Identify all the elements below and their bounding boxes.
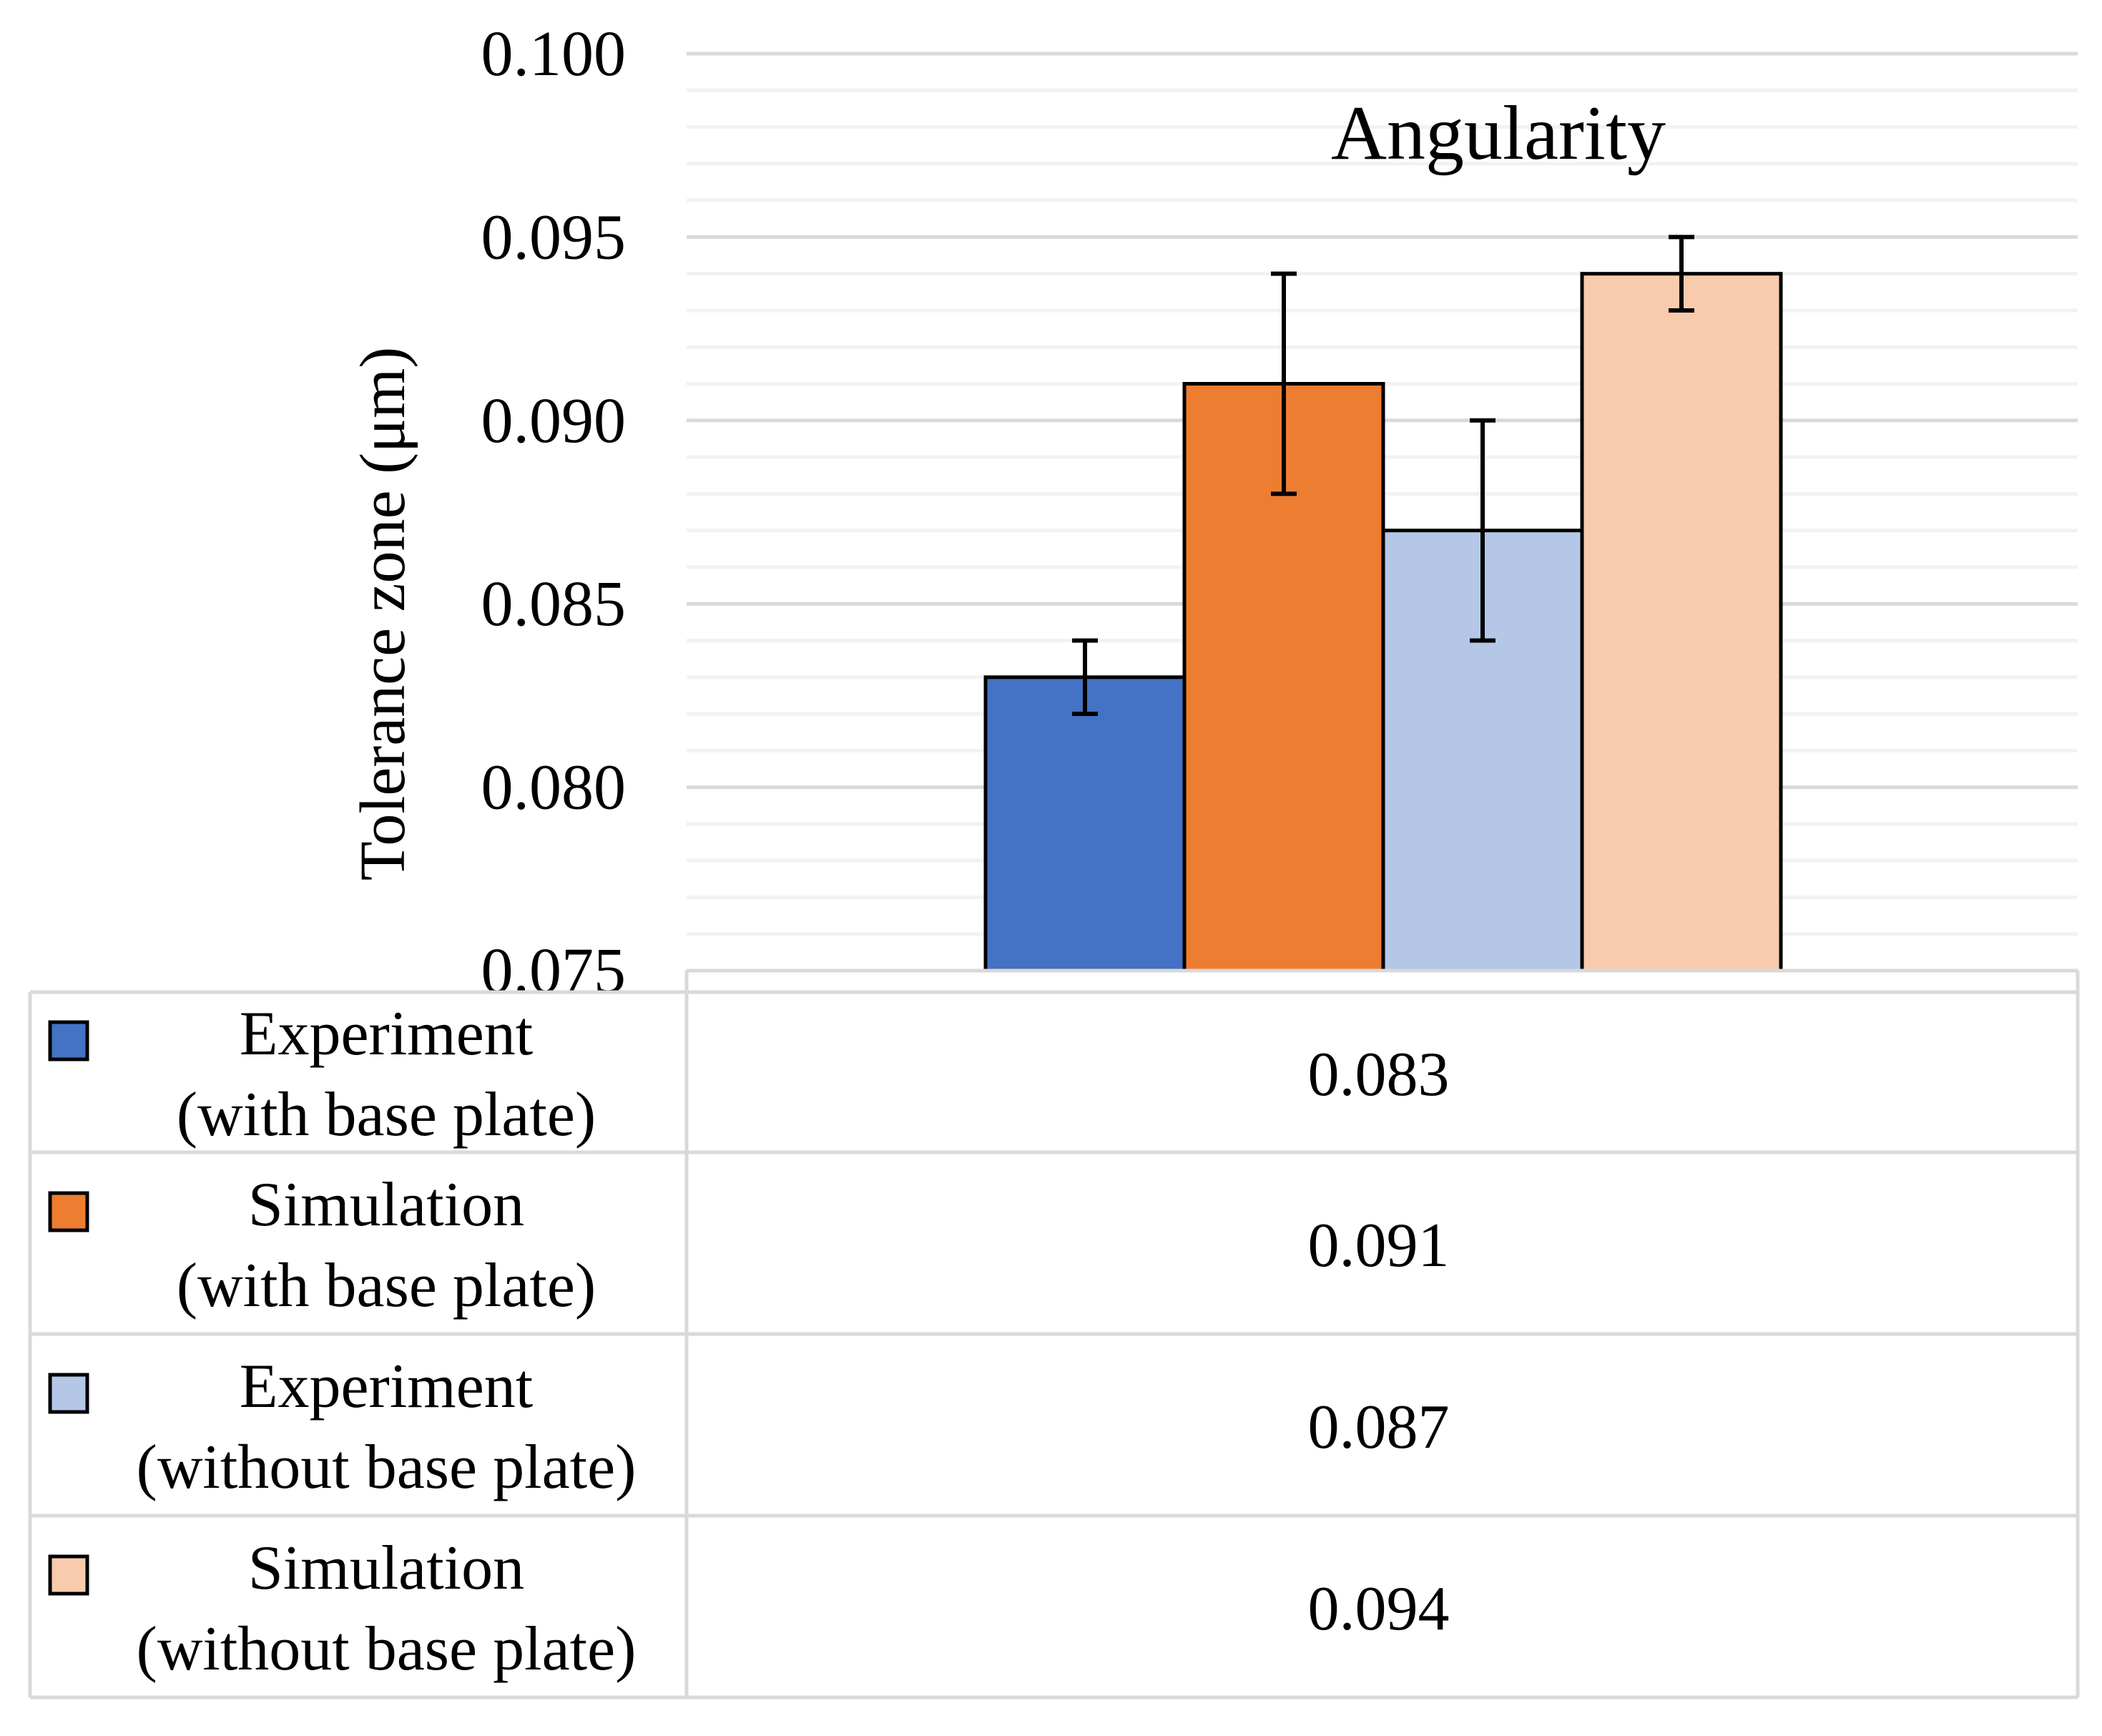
error-bar <box>1669 235 1694 313</box>
series-name-line: (without base plate) <box>137 1433 637 1502</box>
y-tick-label: 0.100 <box>481 19 627 89</box>
series-name-line: (with base plate) <box>177 1251 596 1320</box>
table-row: Experiment (with base plate) 0.083 <box>48 999 1450 1149</box>
series-name-line: (without base plate) <box>137 1614 637 1684</box>
series-name-line: Simulation <box>248 1534 524 1603</box>
bar <box>1580 272 1783 973</box>
bars <box>983 272 1783 973</box>
error-bar <box>1470 418 1496 643</box>
error-bar <box>1072 638 1098 717</box>
data-label: 0.083 <box>1308 1040 1450 1109</box>
legend-swatch <box>48 1373 89 1414</box>
y-tick-label: 0.090 <box>481 386 627 456</box>
data-label: 0.087 <box>1308 1393 1450 1462</box>
y-tick-label: 0.095 <box>481 202 627 273</box>
legend-swatch <box>48 1554 89 1596</box>
legend-swatch <box>48 1020 89 1061</box>
table-row: Simulation (with base plate) 0.091 <box>48 1170 1450 1320</box>
bar <box>983 675 1187 973</box>
data-label: 0.091 <box>1308 1211 1450 1280</box>
y-tick-label: 0.075 <box>481 936 627 1006</box>
y-axis-label: Tolerance zone (μm) <box>348 347 418 881</box>
error-bars <box>1072 235 1694 717</box>
table-row: Experiment (without base plate) 0.087 <box>48 1352 1450 1502</box>
error-bar <box>1271 271 1297 496</box>
data-table: Experiment (with base plate) 0.083 Simulati… <box>28 968 2080 1700</box>
table-row: Simulation (without base plate) 0.094 <box>48 1534 1450 1684</box>
series-name-line: Experiment <box>240 999 534 1069</box>
data-label: 0.094 <box>1308 1574 1450 1644</box>
y-tick-label: 0.080 <box>481 752 627 823</box>
series-name-line: Simulation <box>248 1170 524 1240</box>
legend-swatch <box>48 1191 89 1232</box>
series-name-line: (with base plate) <box>177 1080 596 1149</box>
y-axis-ticks: 0.075 0.080 0.085 0.090 0.095 0.100 <box>481 19 627 1006</box>
chart-title: Angularity <box>1331 91 1666 176</box>
series-name-line: Experiment <box>240 1352 534 1421</box>
y-tick-label: 0.085 <box>481 569 627 639</box>
